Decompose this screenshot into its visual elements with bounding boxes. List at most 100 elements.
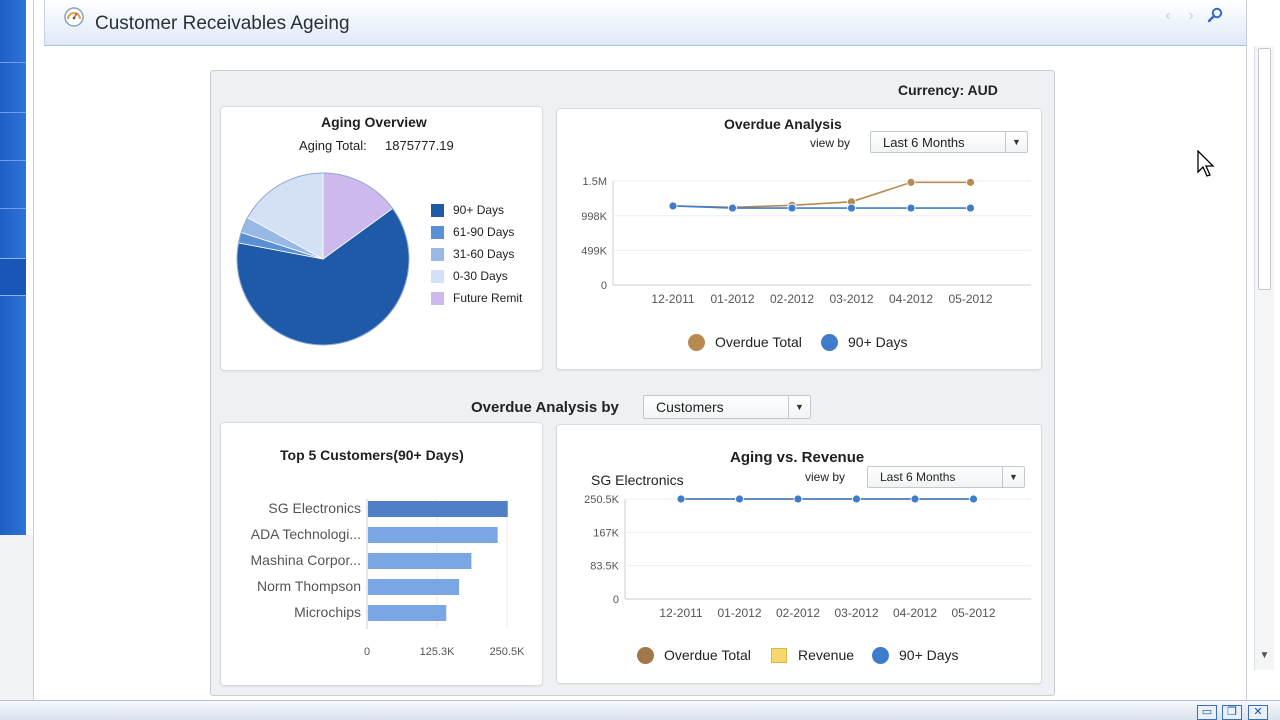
data-point[interactable] — [906, 177, 916, 187]
revenue-view-by-select[interactable]: Last 6 Months ▼ — [867, 466, 1025, 488]
legend-dot — [872, 647, 889, 664]
minimize-icon[interactable]: ▭ — [1197, 705, 1217, 720]
category-label: Norm Thompson — [257, 578, 361, 594]
x-tick-label: 03-2012 — [834, 606, 878, 620]
legend-swatch — [431, 248, 444, 261]
data-point[interactable] — [668, 201, 678, 211]
bar-1[interactable] — [368, 501, 508, 517]
select-value: Last 6 Months — [880, 470, 956, 484]
legend-swatch — [431, 204, 444, 217]
chevron-down-icon[interactable]: ▼ — [788, 396, 810, 418]
data-point[interactable] — [728, 203, 737, 213]
mouse-cursor-icon — [1197, 150, 1215, 177]
x-tick-label: 02-2012 — [770, 292, 814, 306]
series-line-overdue-total[interactable] — [672, 181, 971, 209]
x-tick-label: 12-2011 — [651, 292, 694, 306]
category-label: Mashina Corpor... — [251, 552, 362, 568]
page-title: Customer Receivables Ageing — [95, 13, 350, 34]
wrench-icon[interactable] — [1205, 6, 1225, 26]
y-tick-label: 83.5K — [590, 561, 619, 573]
legend-label: 61-90 Days — [453, 225, 515, 239]
legend-label: Overdue Total — [664, 647, 751, 663]
data-point[interactable] — [676, 494, 686, 504]
nav-divider — [0, 160, 26, 161]
vertical-scrollbar[interactable]: ▼ — [1254, 46, 1274, 670]
view-by-label: view by — [805, 470, 846, 484]
nav-divider — [0, 112, 26, 113]
bar-2[interactable] — [368, 527, 498, 543]
status-bar — [0, 700, 1280, 720]
overdue-view-by-select[interactable]: Last 6 Months ▼ — [870, 131, 1028, 153]
data-point[interactable] — [847, 203, 856, 213]
aging-vs-revenue-card: Aging vs. Revenue SG Electronics view by… — [556, 424, 1042, 684]
legend-dot — [821, 334, 838, 351]
currency-label: Currency: AUD — [898, 82, 998, 98]
aging-total-label: Aging Total: — [299, 138, 367, 153]
overdue-line-chart[interactable]: 0 499K 998K 1.5M 12-2011 01-2012 02-2012 03-201… — [557, 167, 1037, 327]
x-tick-label: 125.3K — [420, 646, 456, 658]
legend-label: 0-30 Days — [453, 269, 508, 283]
x-tick-label: 01-2012 — [710, 292, 754, 306]
category-label: Microchips — [294, 604, 361, 620]
data-point[interactable] — [969, 494, 978, 504]
data-point[interactable] — [787, 203, 797, 213]
overdue-by-select[interactable]: Customers ▼ — [643, 395, 811, 419]
bar-3[interactable] — [368, 553, 472, 569]
bar-5[interactable] — [368, 605, 447, 621]
legend-dot — [637, 647, 654, 664]
legend-swatch — [431, 270, 444, 283]
data-point[interactable] — [906, 203, 916, 213]
nav-divider — [0, 62, 26, 63]
y-tick-label: 1.5M — [583, 176, 607, 188]
legend-swatch — [431, 292, 444, 305]
chevron-down-icon[interactable]: ▼ — [1005, 132, 1027, 152]
pie-outline — [236, 172, 410, 346]
x-tick-label: 01-2012 — [717, 606, 761, 620]
legend-label: 90+ Days — [848, 334, 908, 350]
y-tick-label: 998K — [581, 211, 607, 223]
left-divider — [33, 0, 34, 700]
chevron-down-icon[interactable]: ▼ — [1002, 467, 1024, 487]
category-label: ADA Technologi... — [251, 526, 361, 542]
y-tick-label: 499K — [581, 245, 607, 257]
legend-label: Overdue Total — [715, 334, 802, 350]
scrollbar-thumb[interactable] — [1258, 48, 1271, 290]
overdue-analysis-card: Overdue Analysis view by Last 6 Months ▼… — [556, 108, 1042, 370]
aging-revenue-line-chart[interactable]: 0 83.5K 167K 250.5K 12-2011 01-2012 02-2012 03-… — [557, 487, 1037, 627]
chevron-left-icon[interactable]: ‹ — [1165, 7, 1171, 24]
data-point[interactable] — [852, 494, 861, 504]
overdue-analysis-title: Overdue Analysis — [724, 116, 842, 132]
series-line-90-days[interactable] — [672, 205, 971, 209]
aging-total-value: 1875777.19 — [385, 138, 454, 153]
x-tick-label: 03-2012 — [829, 292, 873, 306]
legend-label: 31-60 Days — [453, 247, 515, 261]
data-point[interactable] — [966, 177, 975, 187]
customer-name: SG Electronics — [591, 472, 684, 488]
data-point[interactable] — [735, 494, 744, 504]
x-tick-label: 250.5K — [490, 646, 526, 658]
aging-pie-chart[interactable] — [233, 169, 413, 349]
overdue-by-label: Overdue Analysis by — [471, 399, 619, 416]
top5-title: Top 5 Customers(90+ Days) — [280, 447, 464, 463]
chevron-right-icon[interactable]: › — [1188, 7, 1194, 24]
aging-overview-card: Aging Overview Aging Total: 1875777.19 9… — [220, 106, 543, 371]
data-point[interactable] — [910, 494, 920, 504]
top5-bar-chart[interactable]: 0 125.3K 250.5K SG Electronics ADA Technolog… — [221, 485, 541, 685]
data-point[interactable] — [793, 494, 803, 504]
legend-dot — [688, 334, 705, 351]
left-nav-strip[interactable] — [0, 0, 26, 535]
aging-vs-revenue-title: Aging vs. Revenue — [730, 449, 865, 466]
gauge-icon — [64, 7, 84, 27]
restore-icon[interactable]: ❐ — [1222, 705, 1242, 720]
x-tick-label: 05-2012 — [951, 606, 995, 620]
close-icon[interactable]: ✕ — [1248, 705, 1268, 720]
data-point[interactable] — [966, 203, 975, 213]
nav-item-selected[interactable] — [0, 258, 26, 296]
x-tick-label: 0 — [364, 646, 370, 658]
aging-overview-title: Aging Overview — [321, 114, 427, 130]
top5-customers-card: Top 5 Customers(90+ Days) 0 125.3K 250.5K S… — [220, 422, 543, 686]
bar-4[interactable] — [368, 579, 460, 595]
legend-label: Revenue — [798, 647, 855, 663]
scroll-down-icon[interactable]: ▼ — [1259, 650, 1270, 661]
x-tick-label: 04-2012 — [893, 606, 937, 620]
